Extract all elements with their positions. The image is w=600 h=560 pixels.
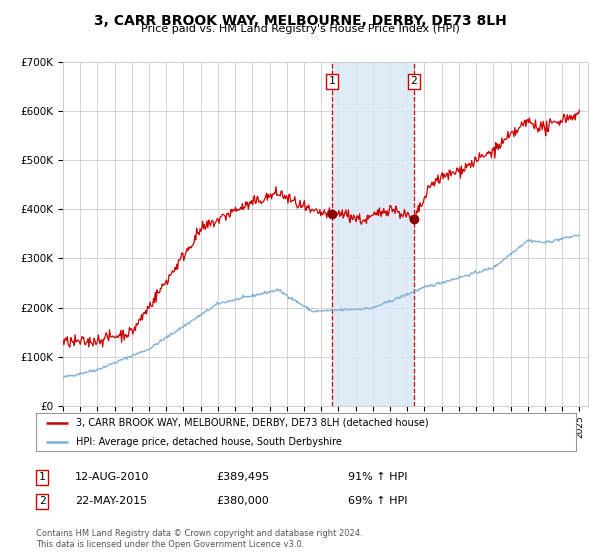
Text: 12-AUG-2010: 12-AUG-2010 [75, 472, 149, 482]
Text: HPI: Average price, detached house, South Derbyshire: HPI: Average price, detached house, Sout… [77, 437, 343, 447]
Text: 69% ↑ HPI: 69% ↑ HPI [348, 496, 407, 506]
Text: Contains HM Land Registry data © Crown copyright and database right 2024.
This d: Contains HM Land Registry data © Crown c… [36, 529, 362, 549]
Bar [332, 62, 414, 406]
Text: 91% ↑ HPI: 91% ↑ HPI [348, 472, 407, 482]
Text: 3, CARR BROOK WAY, MELBOURNE, DERBY, DE73 8LH (detached house): 3, CARR BROOK WAY, MELBOURNE, DERBY, DE7… [77, 418, 429, 428]
Text: 2: 2 [38, 496, 46, 506]
Text: 1: 1 [328, 76, 335, 86]
Text: 22-MAY-2015: 22-MAY-2015 [75, 496, 147, 506]
Text: 3, CARR BROOK WAY, MELBOURNE, DERBY, DE73 8LH: 3, CARR BROOK WAY, MELBOURNE, DERBY, DE7… [94, 14, 506, 28]
Text: Price paid vs. HM Land Registry's House Price Index (HPI): Price paid vs. HM Land Registry's House … [140, 24, 460, 34]
Text: 1: 1 [38, 472, 46, 482]
Text: £389,495: £389,495 [216, 472, 269, 482]
Text: £380,000: £380,000 [216, 496, 269, 506]
Text: 2: 2 [410, 76, 418, 86]
